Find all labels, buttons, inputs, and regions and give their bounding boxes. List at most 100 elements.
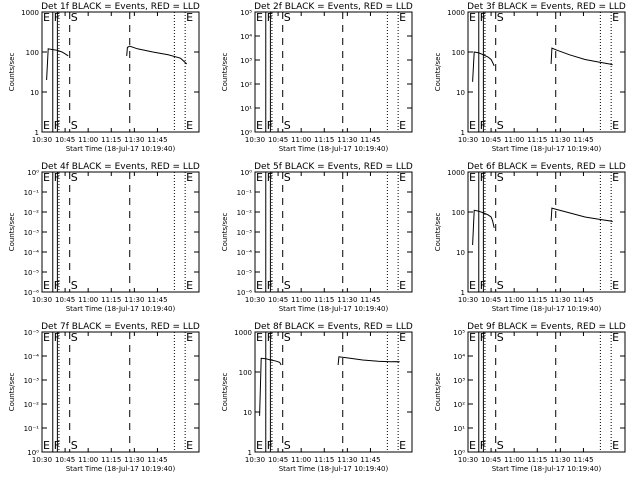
y-tick-label: 100 [26,49,39,57]
marker-label-top: F [267,171,273,184]
x-tick-label: 11:30 [550,456,570,464]
y-tick-label: 1000 [21,9,39,17]
marker-label-top: S [71,171,78,184]
x-tick-label: 10:45 [268,296,288,304]
y-axis-label: Counts/sec [434,53,442,92]
marker-label-top: E [612,171,619,184]
y-tick-label: 1000 [234,329,252,337]
plot-frame [254,11,413,133]
y-tick-label: 10⁻³ [24,377,40,385]
plot-frame [254,331,413,453]
x-axis-label: Start Time (18-Jul-17 10:19:40) [66,305,176,313]
marker-label-bottom: E [399,439,406,452]
y-tick-label: 10¹ [240,105,252,113]
x-tick-label: 11:45 [360,456,380,464]
y-tick-label: 10 [243,409,252,417]
marker-label-top: E [469,11,476,24]
y-tick-label: 10¹ [453,425,465,433]
x-tick-label: 11:00 [78,136,98,144]
y-tick-label: 10⁻⁶ [24,289,40,297]
x-tick-label: 11:45 [147,136,167,144]
panel-6: Det 6f BLACK = Events, RED = LLD 1 10 100 10… [434,162,626,313]
x-tick-label: 11:30 [124,136,144,144]
x-tick-label: 11:15 [527,296,547,304]
marker-label-top: E [256,171,263,184]
panel-3: Det 3f BLACK = Events, RED = LLD 1 10 100 10… [434,2,626,153]
y-tick-label: 10⁻³ [237,229,253,237]
y-axis-label: Counts/sec [8,53,16,92]
plot-frame [254,171,413,293]
marker-label-top: E [469,171,476,184]
y-tick-label: 10⁵ [453,329,465,337]
x-tick-label: 11:00 [504,296,524,304]
marker-label-bottom: F [267,119,273,132]
y-tick-label: 10 [456,89,465,97]
x-tick-label: 11:00 [78,296,98,304]
x-axis-label: Start Time (18-Jul-17 10:19:40) [279,145,389,153]
marker-label-top: E [469,331,476,344]
marker-label-top: S [497,171,504,184]
events-series-line [472,51,495,82]
y-axis-label: Counts/sec [434,373,442,412]
y-tick-label: 10⁻⁵ [237,269,253,277]
marker-label-bottom: S [284,119,291,132]
y-tick-label: 10⁻² [24,401,40,409]
plot-frame [467,171,626,293]
y-tick-label: 10⁰ [240,129,252,137]
y-tick-label: 100 [452,49,465,57]
x-tick-label: 10:45 [268,456,288,464]
x-tick-label: 11:00 [78,456,98,464]
marker-label-bottom: F [480,119,486,132]
marker-label-top: F [54,11,60,24]
marker-label-top: E [186,11,193,24]
x-tick-label: 11:30 [337,456,357,464]
marker-label-top: E [612,11,619,24]
marker-label-bottom: E [43,439,50,452]
marker-label-top: F [480,11,486,24]
marker-label-bottom: F [267,279,273,292]
x-tick-label: 11:30 [124,296,144,304]
y-tick-label: 10³ [453,377,465,385]
x-tick-label: 11:30 [550,296,570,304]
marker-label-bottom: S [497,119,504,132]
y-tick-label: 10² [240,81,252,89]
marker-label-bottom: S [71,439,78,452]
marker-label-bottom: S [71,279,78,292]
panel-9: Det 9f BLACK = Events, RED = LLD 10⁰ 10¹ 10… [434,322,626,473]
events-series-line [259,357,282,416]
marker-label-bottom: E [186,279,193,292]
events-series-line [126,45,188,65]
y-tick-label: 10⁻⁵ [24,269,40,277]
x-tick-label: 11:45 [573,456,593,464]
x-tick-label: 11:45 [360,296,380,304]
marker-label-top: E [43,331,50,344]
plot-frame [41,171,200,293]
marker-label-bottom: S [284,439,291,452]
marker-label-bottom: E [399,279,406,292]
marker-label-bottom: F [480,439,486,452]
x-tick-label: 11:45 [147,296,167,304]
marker-label-top: E [43,171,50,184]
marker-label-top: S [71,11,78,24]
marker-label-top: F [54,331,60,344]
y-tick-label: 10⁰ [27,449,39,457]
panel-title: Det 6f BLACK = Events, RED = LLD [467,162,626,172]
marker-label-bottom: E [43,119,50,132]
x-tick-label: 11:45 [147,456,167,464]
x-tick-label: 10:45 [268,136,288,144]
marker-label-top: S [71,331,78,344]
y-axis-label: Counts/sec [221,373,229,412]
marker-label-bottom: E [469,279,476,292]
events-series-line [472,209,495,246]
x-tick-label: 11:00 [291,296,311,304]
x-tick-label: 11:00 [504,456,524,464]
x-tick-label: 11:45 [360,136,380,144]
x-tick-label: 10:45 [55,456,75,464]
marker-label-top: F [267,331,273,344]
x-tick-label: 11:00 [291,456,311,464]
y-tick-label: 1000 [447,9,465,17]
y-tick-label: 10⁵ [240,9,252,17]
marker-label-top: E [399,171,406,184]
x-tick-label: 10:30 [458,136,478,144]
y-tick-label: 10⁻² [237,209,253,217]
